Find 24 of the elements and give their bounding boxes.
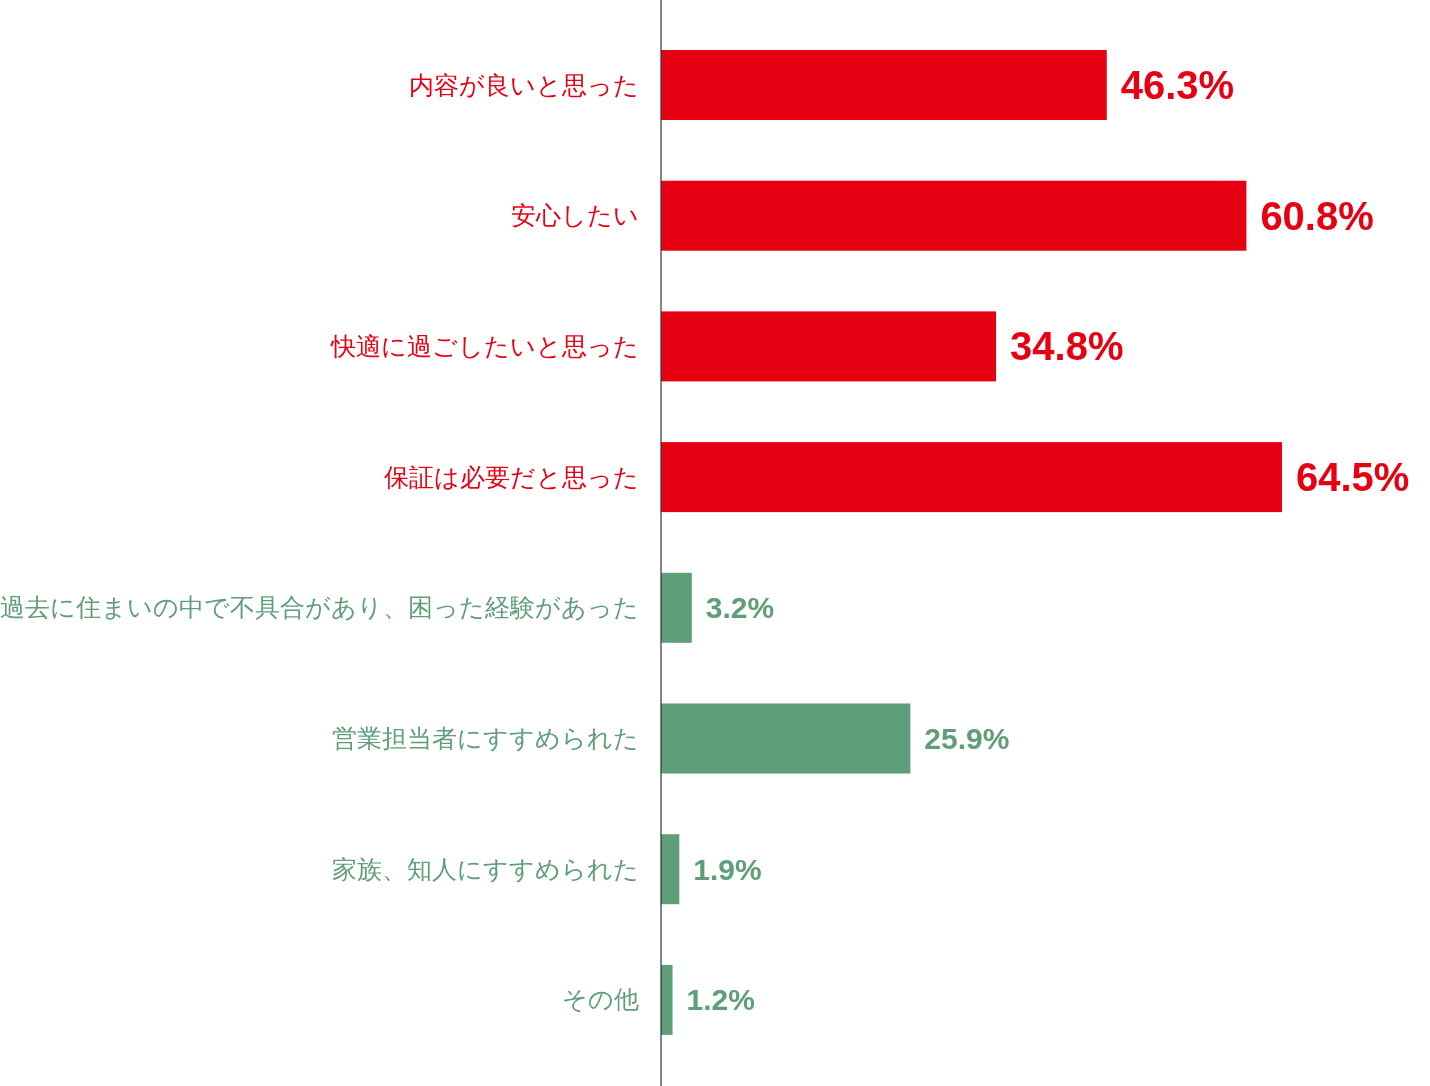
y-tick-label: 保証は必要だと思った bbox=[384, 462, 639, 492]
bar bbox=[661, 180, 1247, 251]
bar bbox=[661, 50, 1107, 120]
data-label: 3.2% bbox=[705, 591, 775, 625]
y-tick-label: 過去に住まいの中で不具合があり、困った経験があった bbox=[0, 593, 639, 623]
data-label: 1.9% bbox=[693, 852, 762, 886]
data-label: 34.8% bbox=[1010, 324, 1124, 369]
data-label: 60.8% bbox=[1260, 193, 1374, 238]
bar bbox=[661, 442, 1282, 513]
data-label: 25.9% bbox=[924, 722, 1010, 755]
y-tick-label: 快適に過ごしたいと思った bbox=[330, 331, 639, 361]
y-tick-label: 営業担当者にすすめられた bbox=[332, 724, 639, 753]
bar bbox=[661, 834, 680, 905]
data-label: 1.2% bbox=[686, 983, 755, 1017]
data-label: 46.3% bbox=[1120, 63, 1235, 107]
bar bbox=[661, 703, 911, 774]
y-tick-label: 内容が良いと思った bbox=[409, 70, 639, 100]
bar bbox=[661, 964, 673, 1035]
bar bbox=[661, 311, 997, 382]
y-tick-label: 安心したい bbox=[511, 201, 639, 231]
y-tick-label: 家族、知人にすすめられた bbox=[332, 854, 639, 884]
data-label: 64.5% bbox=[1296, 455, 1410, 500]
y-tick-label: その他 bbox=[562, 985, 639, 1015]
bar bbox=[661, 572, 692, 643]
